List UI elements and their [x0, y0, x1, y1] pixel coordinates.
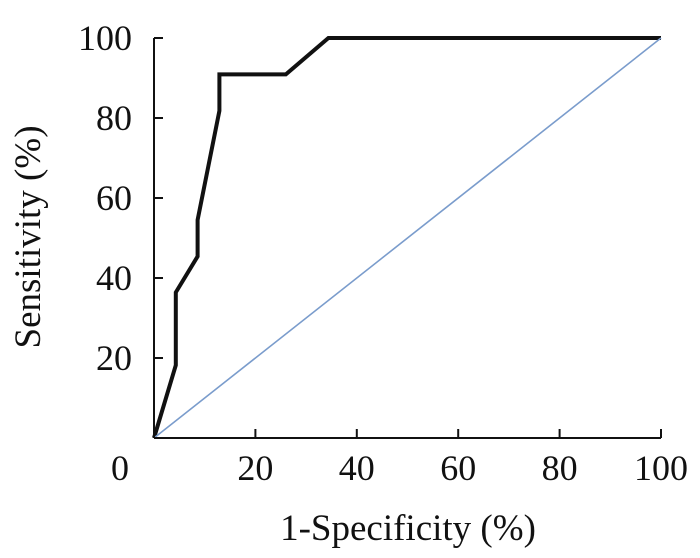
- x-tick-label: 0: [111, 448, 129, 488]
- y-tick-label: 80: [96, 98, 132, 138]
- y-tick-label: 20: [96, 338, 132, 378]
- x-tick-label: 80: [542, 448, 578, 488]
- y-ticks: 20 40 60 80 100: [78, 18, 163, 378]
- roc-curve-line: [152, 36, 661, 439]
- reference-diagonal-line: [153, 37, 662, 439]
- x-tick-label: 100: [634, 448, 688, 488]
- x-tick-label: 20: [237, 448, 273, 488]
- y-tick-label: 60: [96, 178, 132, 218]
- series-layer: [152, 36, 662, 439]
- x-axis-title: 1-Specificity (%): [280, 508, 536, 549]
- axes: [153, 38, 661, 439]
- y-tick-label: 100: [78, 18, 132, 58]
- x-tick-label: 60: [440, 448, 476, 488]
- y-axis-title: Sensitivity (%): [8, 125, 49, 348]
- x-ticks: 0 20 40 60 80 100: [111, 429, 688, 488]
- x-tick-label: 40: [339, 448, 375, 488]
- y-tick-label: 40: [96, 258, 132, 298]
